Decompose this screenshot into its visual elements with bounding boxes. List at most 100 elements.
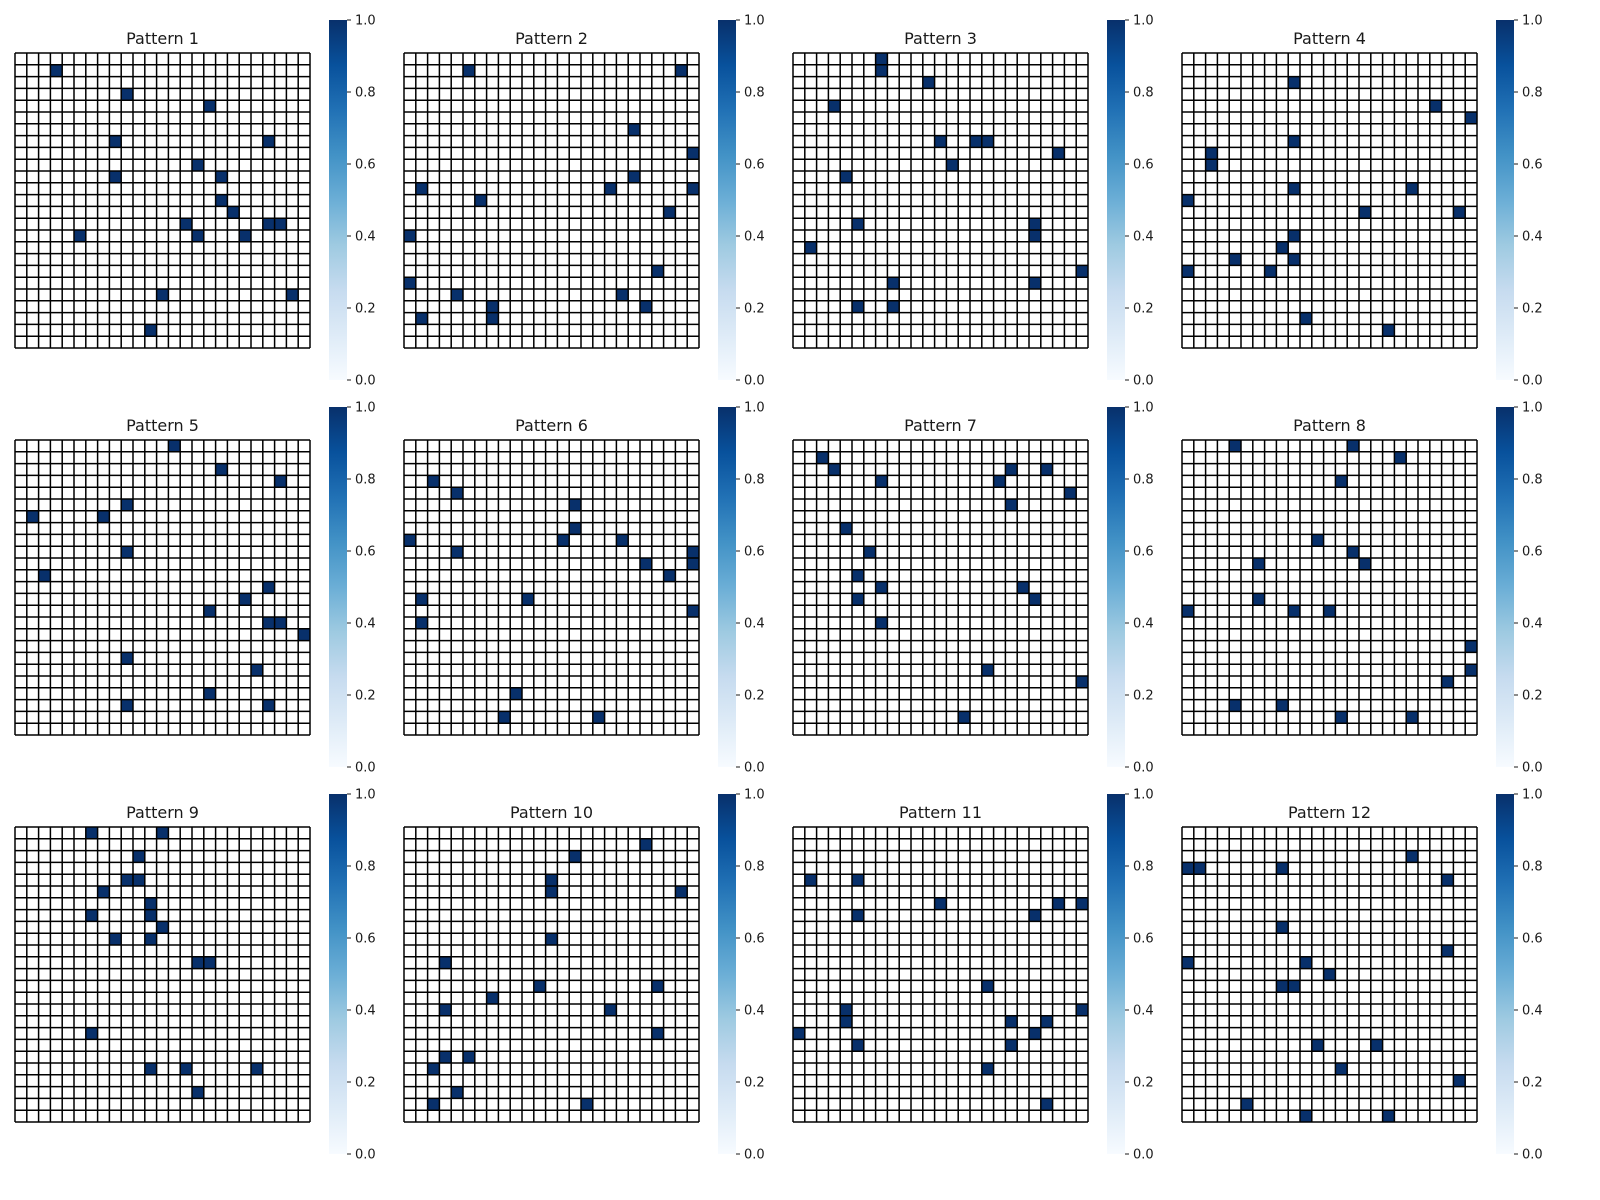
heatmap-cell	[203, 956, 216, 969]
heatmap-cell	[192, 956, 204, 969]
heatmap-cell	[1441, 945, 1454, 957]
heatmap-cell	[1182, 605, 1194, 617]
panel-title: Pattern 10	[510, 803, 593, 822]
heatmap-cell	[1276, 862, 1289, 875]
colorbar-tick-label: 0.4	[1133, 617, 1154, 632]
heatmap-cell	[274, 218, 287, 230]
heatmap-cell	[168, 440, 181, 452]
heatmap-cell	[121, 88, 133, 101]
heatmap-cell	[545, 874, 558, 886]
heatmap-cell	[1347, 546, 1359, 558]
colorbar-tick-label: 0.0	[1133, 1148, 1154, 1163]
heatmap-background	[15, 827, 310, 1122]
heatmap-background	[15, 53, 310, 348]
heatmap-gridlines	[792, 439, 1089, 736]
heatmap-background	[404, 827, 699, 1122]
heatmap-cell	[109, 135, 122, 148]
heatmap-cell	[1264, 265, 1277, 278]
heatmap-cell	[1005, 1015, 1018, 1028]
colorbar-tick-label: 0.6	[1133, 932, 1154, 947]
heatmap-cell	[286, 289, 299, 301]
heatmap-cell	[109, 171, 122, 183]
heatmap-panel: Pattern 9 0.0 0.2 0.4 0.6 0.8 1.0	[14, 788, 376, 1163]
heatmap-cell	[852, 593, 864, 606]
heatmap-cell	[1052, 147, 1065, 160]
heatmap-cell	[1323, 605, 1336, 617]
heatmap-cell	[262, 617, 275, 629]
heatmap-panel: Pattern 6 0.0 0.2 0.4 0.6 0.8 1.0	[403, 401, 765, 776]
colorbar-tick-label: 1.0	[355, 14, 376, 29]
heatmap-cell	[439, 956, 452, 969]
heatmap-cell	[628, 123, 640, 136]
panel-title: Pattern 2	[515, 29, 588, 48]
heatmap-cell	[958, 711, 970, 724]
heatmap-cell	[1311, 1039, 1324, 1052]
heatmap-cell	[415, 617, 428, 629]
heatmap-cell	[687, 605, 699, 617]
heatmap-cell	[1182, 956, 1194, 969]
heatmap-background	[793, 827, 1088, 1122]
heatmap-cell	[1182, 194, 1194, 207]
heatmap-cell	[1182, 265, 1194, 278]
colorbar-tick-label: 1.0	[1133, 401, 1154, 416]
heatmap-cell	[1076, 1004, 1088, 1016]
heatmap-cell	[1205, 147, 1218, 160]
panel-title: Pattern 11	[899, 803, 982, 822]
colorbar-tick-label: 0.2	[1522, 1076, 1543, 1091]
colorbar	[718, 794, 736, 1154]
heatmap-cell	[1323, 968, 1336, 981]
heatmap-cell	[1017, 581, 1029, 594]
heatmap-cell	[262, 218, 275, 230]
heatmap-cell	[1311, 534, 1324, 547]
heatmap-gridlines	[14, 52, 311, 349]
colorbar	[1107, 794, 1125, 1154]
heatmap-cell	[793, 1027, 805, 1040]
heatmap-cell	[616, 289, 629, 301]
heatmap-cell	[97, 886, 110, 898]
heatmap-cell	[981, 135, 994, 148]
heatmap-gridlines	[403, 826, 700, 1123]
heatmap-cell	[239, 230, 251, 242]
heatmap-cell	[675, 886, 688, 898]
heatmap-cell	[616, 534, 629, 547]
heatmap-cell	[828, 100, 841, 112]
heatmap-background	[404, 440, 699, 735]
colorbar	[1107, 407, 1125, 767]
heatmap-cell	[922, 76, 935, 89]
colorbar-tick-label: 0.0	[744, 1148, 765, 1163]
heatmap-cell	[1429, 100, 1442, 112]
heatmap-cell	[640, 300, 652, 313]
heatmap-cell	[74, 230, 86, 242]
heatmap-cell	[840, 1015, 852, 1028]
colorbar-tick-label: 0.6	[744, 158, 765, 173]
heatmap-cell	[1370, 1039, 1383, 1052]
heatmap-cell	[1229, 253, 1241, 266]
heatmap-panels: Pattern 1 0.0 0.2 0.4 0.6 0.8 1.0 Pattern 2 0.0 0…	[14, 14, 1543, 1163]
colorbar-tick-label: 0.4	[744, 230, 765, 245]
colorbar-tick-label: 1.0	[355, 788, 376, 803]
heatmap-background	[15, 440, 310, 735]
heatmap-cell	[640, 558, 652, 570]
colorbar-tick-label: 0.4	[1522, 230, 1543, 245]
colorbar-tick-label: 0.2	[1522, 689, 1543, 704]
heatmap-cell	[1205, 159, 1218, 171]
heatmap-cell	[1406, 850, 1418, 863]
heatmap-cell	[581, 1098, 593, 1111]
colorbar	[1496, 407, 1514, 767]
colorbar	[329, 20, 347, 380]
heatmap-cell	[981, 980, 994, 993]
colorbar-tick-label: 1.0	[1133, 788, 1154, 803]
heatmap-cell	[840, 1004, 852, 1016]
heatmap-cell	[1335, 711, 1348, 724]
heatmap-cell	[1300, 1110, 1312, 1122]
heatmap-panel: Pattern 12 0.0 0.2 0.4 0.6 0.8 1.0	[1181, 788, 1543, 1163]
heatmap-cell	[251, 1063, 263, 1075]
colorbar-tick-label: 0.6	[744, 932, 765, 947]
heatmap-cell	[463, 1051, 475, 1063]
heatmap-cell	[1229, 440, 1241, 452]
colorbar-tick-label: 0.6	[744, 545, 765, 560]
heatmap-gridlines	[14, 826, 311, 1123]
heatmap-cell	[852, 874, 864, 886]
heatmap-cell	[569, 850, 581, 863]
panel-title: Pattern 12	[1288, 803, 1371, 822]
